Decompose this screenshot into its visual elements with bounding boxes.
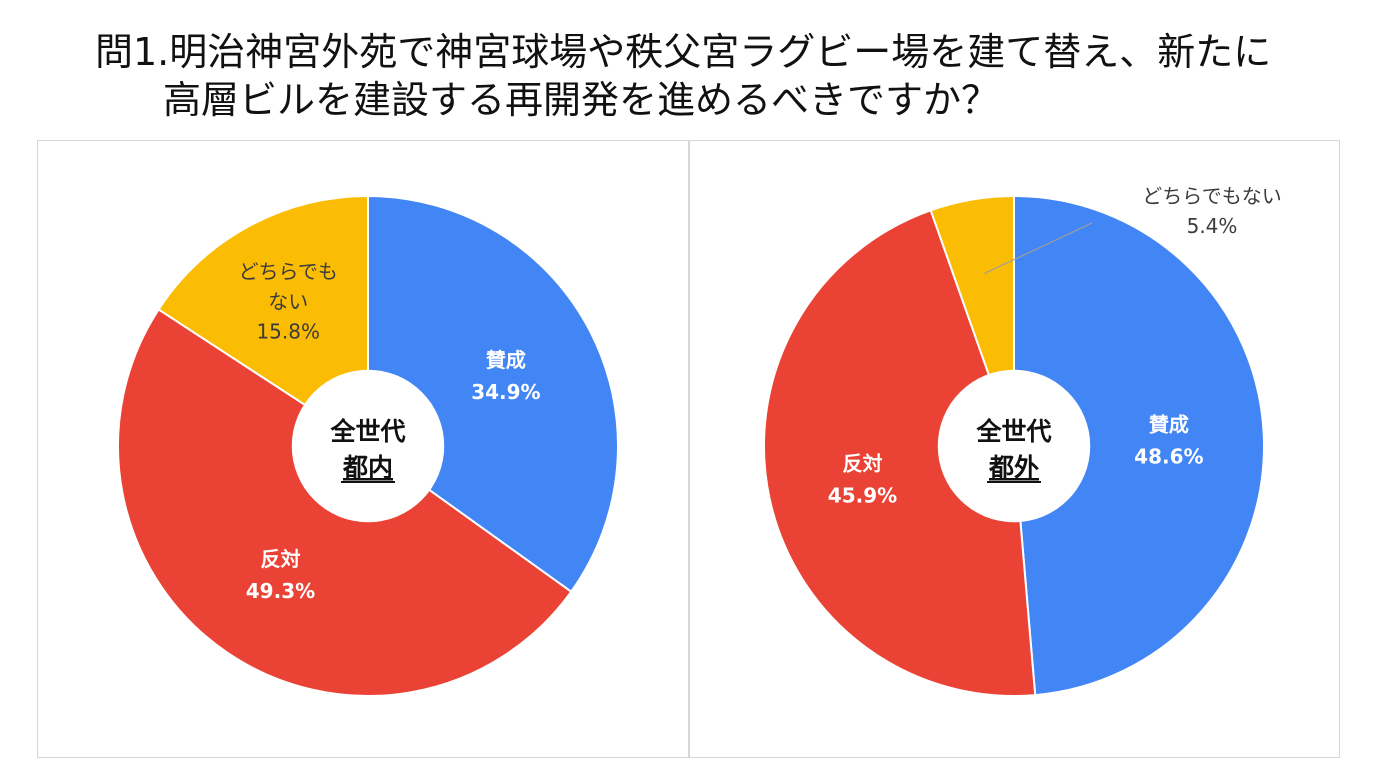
slice-yes-label: 賛成 (486, 348, 526, 372)
slice-neither-value: 15.8% (256, 320, 320, 344)
center-label-generation: 全世代 (329, 417, 405, 446)
slice-no-value: 45.9% (828, 484, 897, 508)
pie-panel-tonai: 全世代都内 賛成 34.9% 反対 49.3% どちらでもない 15.8% (37, 140, 689, 758)
slice-neither-value: 5.4% (1187, 214, 1238, 238)
title-line-2: 高層ビルを建設する再開発を進めるべきですか？ (163, 78, 1000, 122)
slice-neither-label-line2: ない (268, 290, 308, 314)
title-line-1: 問1.明治神宮外苑で神宮球場や秩父宮ラグビー場を建て替え、新たに (95, 30, 1272, 74)
slice-neither (157, 194, 369, 448)
slice-yes-value: 48.6% (1134, 444, 1203, 468)
slice-yes-value: 34.9% (471, 380, 540, 404)
slice-no (763, 209, 1037, 697)
slice-no-label: 反対 (842, 452, 882, 476)
center-hole (291, 369, 445, 523)
slice-no-value: 49.3% (246, 579, 315, 603)
center-hole (937, 369, 1091, 523)
center-label-region: 都内 (342, 453, 393, 482)
center-label-generation: 全世代 (975, 417, 1051, 446)
slice-neither-label-line1: どちらでも (239, 260, 338, 284)
slice-yes (1013, 194, 1265, 697)
slice-yes-label: 賛成 (1149, 412, 1189, 436)
leader-line (984, 222, 1093, 275)
slice-no-label: 反対 (260, 547, 300, 571)
center-label-region: 都外 (988, 453, 1039, 482)
slice-yes (367, 194, 619, 594)
pie-panel-togai: 全世代都外 賛成 48.6% 反対 45.9% どちらでもない 5.4% (689, 140, 1340, 758)
slice-neither-label: どちらでもない (1142, 184, 1281, 208)
chart-title: 問1.明治神宮外苑で神宮球場や秩父宮ラグビー場を建て替え、新たに 高層ビルを建設… (95, 28, 1355, 124)
